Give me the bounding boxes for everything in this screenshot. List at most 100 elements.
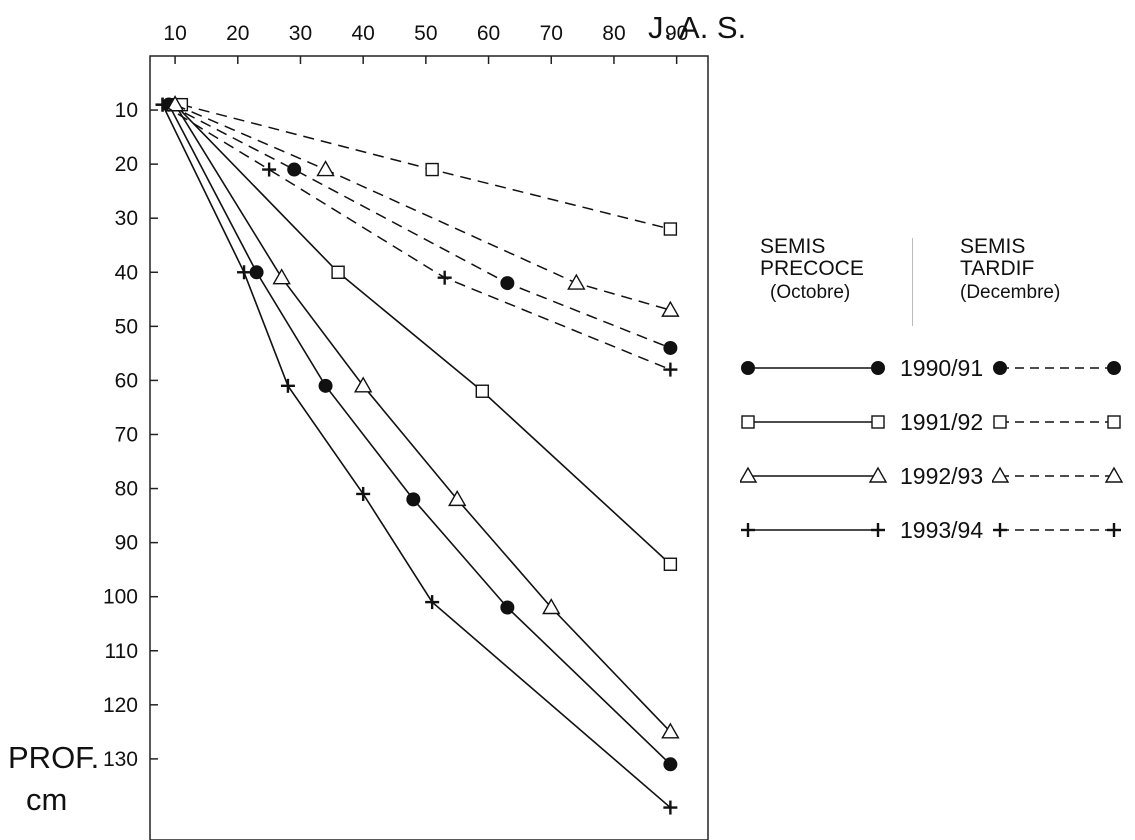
data-point-filled-circle <box>500 600 515 615</box>
x-axis-ticks: 10 20 30 40 50 60 70 80 90 <box>163 22 688 64</box>
series-layer <box>155 95 680 815</box>
y-tick-label: 100 <box>103 586 138 609</box>
legend-swatch-solid <box>740 466 888 483</box>
series-precoce-1993-94 <box>155 97 678 815</box>
data-point-open-triangle <box>448 489 467 507</box>
x-tick-label: 10 <box>163 22 186 45</box>
data-point-open-triangle <box>868 466 888 483</box>
series-precoce-1991-92 <box>168 97 678 571</box>
series-line <box>162 104 671 371</box>
x-tick-label: 50 <box>414 22 437 45</box>
y-tick-label: 40 <box>115 261 138 284</box>
data-point-open-triangle <box>165 95 185 112</box>
data-point-open-square <box>663 557 678 571</box>
data-point-plus <box>237 265 252 280</box>
series-tardif-1992-93 <box>165 95 680 317</box>
data-point-filled-circle <box>871 361 885 375</box>
data-point-open-triangle <box>567 273 586 290</box>
legend-swatch-dashed <box>993 415 1121 429</box>
y-tick-label: 120 <box>103 694 138 717</box>
legend-col1-line1: SEMIS <box>760 235 826 258</box>
legend-swatch-dashed <box>992 466 1124 483</box>
legend-row-1991-92: 1991/92 <box>740 407 1130 437</box>
series-tardif-1990-91 <box>161 97 678 355</box>
y-axis-label-line2: cm <box>26 782 67 817</box>
series-tardif-1993-94 <box>155 97 678 377</box>
legend: SEMIS PRECOCE (Octobre) SEMIS TARDIF (De… <box>740 236 1130 596</box>
series-line <box>174 104 671 733</box>
series-line <box>174 103 671 311</box>
y-tick-label: 20 <box>115 153 138 176</box>
data-point-plus <box>741 523 755 537</box>
y-tick-label: 60 <box>115 369 138 392</box>
data-point-plus <box>663 800 678 815</box>
data-point-filled-circle <box>1107 361 1121 375</box>
legend-swatch-dashed <box>993 523 1121 537</box>
y-tick-label: 30 <box>115 207 138 230</box>
data-point-plus <box>663 362 678 377</box>
data-point-filled-circle <box>406 492 421 507</box>
data-point-open-square <box>741 415 755 429</box>
data-point-filled-circle <box>741 361 755 375</box>
y-tick-label: 70 <box>115 423 138 446</box>
y-tick-label: 80 <box>115 478 138 501</box>
data-point-open-triangle <box>1104 466 1124 483</box>
data-point-filled-circle <box>663 757 678 772</box>
legend-col1-line3: (Octobre) <box>770 282 851 303</box>
data-point-open-square <box>993 415 1007 429</box>
data-point-plus <box>993 523 1007 537</box>
data-point-open-triangle <box>542 598 561 615</box>
legend-col2-line2: TARDIF <box>960 257 1035 280</box>
data-point-filled-circle <box>318 378 333 393</box>
y-tick-label: 130 <box>103 748 138 771</box>
legend-col1-line2: PRECOCE <box>760 257 864 280</box>
data-point-open-square <box>475 384 489 398</box>
data-point-open-triangle <box>740 466 758 483</box>
legend-row-1993-94: 1993/94 <box>740 515 1130 545</box>
legend-year-label: 1990/91 <box>900 355 984 381</box>
legend-row-1992-93: 1992/93 <box>740 461 1130 491</box>
y-tick-label: 90 <box>115 532 138 555</box>
data-point-plus <box>262 162 277 177</box>
legend-divider <box>912 238 913 326</box>
y-tick-label: 110 <box>105 640 138 663</box>
x-tick-label: 90 <box>665 22 688 45</box>
data-point-plus <box>437 270 452 285</box>
x-tick-label: 60 <box>477 22 500 45</box>
data-point-open-triangle <box>661 722 680 739</box>
series-precoce-1990-91 <box>161 97 678 772</box>
data-point-plus <box>356 486 371 501</box>
data-point-open-square <box>663 222 678 236</box>
data-point-filled-circle <box>993 361 1007 375</box>
data-point-filled-circle <box>663 340 678 355</box>
data-point-open-triangle <box>353 376 373 393</box>
data-point-open-square <box>1107 415 1121 429</box>
series-line <box>161 104 671 809</box>
y-axis-ticks: 10 20 30 40 50 60 70 80 90 100 110 120 130 <box>103 99 158 771</box>
series-line <box>174 104 671 565</box>
y-tick-label: 50 <box>115 315 138 338</box>
data-point-filled-circle <box>287 162 302 177</box>
data-point-filled-circle <box>500 276 515 291</box>
legend-year-label: 1991/92 <box>900 409 984 435</box>
data-point-filled-circle <box>249 265 264 280</box>
data-point-plus <box>871 523 885 537</box>
legend-col2-line1: SEMIS <box>960 235 1026 258</box>
data-point-plus <box>1107 523 1121 537</box>
x-tick-label: 40 <box>351 22 374 45</box>
series-line <box>168 104 671 765</box>
plot-frame <box>149 55 709 840</box>
x-tick-label: 80 <box>602 22 625 45</box>
y-tick-label: 10 <box>115 99 138 122</box>
legend-year-label: 1992/93 <box>900 463 984 489</box>
data-point-open-square <box>871 415 885 429</box>
legend-swatch-dashed <box>993 361 1121 375</box>
data-point-open-triangle <box>272 268 291 285</box>
x-axis-unit-label: J. A. S. <box>648 10 746 45</box>
series-precoce-1992-93 <box>165 95 680 739</box>
data-point-plus <box>425 595 440 610</box>
data-point-plus <box>155 97 170 112</box>
data-point-open-triangle <box>316 160 335 177</box>
legend-row-1990-91: 1990/91 <box>740 353 1130 383</box>
